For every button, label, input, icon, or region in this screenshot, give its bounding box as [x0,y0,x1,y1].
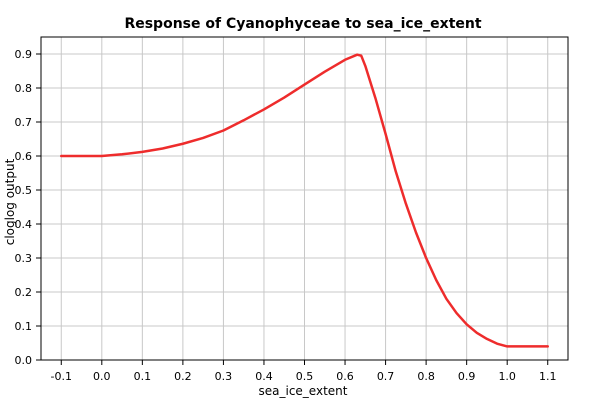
y-tick-label: 0.9 [15,48,33,61]
y-tick-label: 0.7 [15,116,33,129]
y-tick-label: 0.1 [15,320,33,333]
x-tick-label: 0.7 [377,370,395,383]
y-tick-label: 0.8 [15,82,33,95]
x-tick-label: 0.6 [336,370,354,383]
x-tick-label: 0.8 [417,370,435,383]
response-curve-line [60,53,549,348]
x-tick-label: -0.1 [51,370,72,383]
chart-title: Response of Cyanophyceae to sea_ice_exte… [124,16,481,32]
axes: -0.1 0.0 0.1 0.2 0.3 0.4 0.5 0.6 0.7 0.8 0.9 1.0 1.1… [15,36,569,383]
y-tick-label: 0.4 [15,218,33,231]
plot-frame [40,36,569,361]
x-tick-label: 1.1 [539,370,557,383]
y-tick-label: 0.6 [15,150,33,163]
y-tick-label: 0.3 [15,252,33,265]
y-axis-label: cloglog output [3,158,17,245]
x-tick-label: 0.4 [255,370,273,383]
x-tick-label: 1.0 [498,370,516,383]
y-tick-label: 0.0 [15,354,33,367]
series-layer [60,53,549,348]
x-tick-label: 0.9 [458,370,476,383]
y-tick-label: 0.5 [15,184,33,197]
x-tick-label: 0.2 [174,370,192,383]
x-tick-label: 0.3 [215,370,233,383]
x-tick-label: 0.0 [93,370,111,383]
x-axis-label: sea_ice_extent [259,384,348,398]
x-tick-label: 0.1 [134,370,152,383]
y-tick-label: 0.2 [15,286,33,299]
x-tick-label: 0.5 [296,370,314,383]
